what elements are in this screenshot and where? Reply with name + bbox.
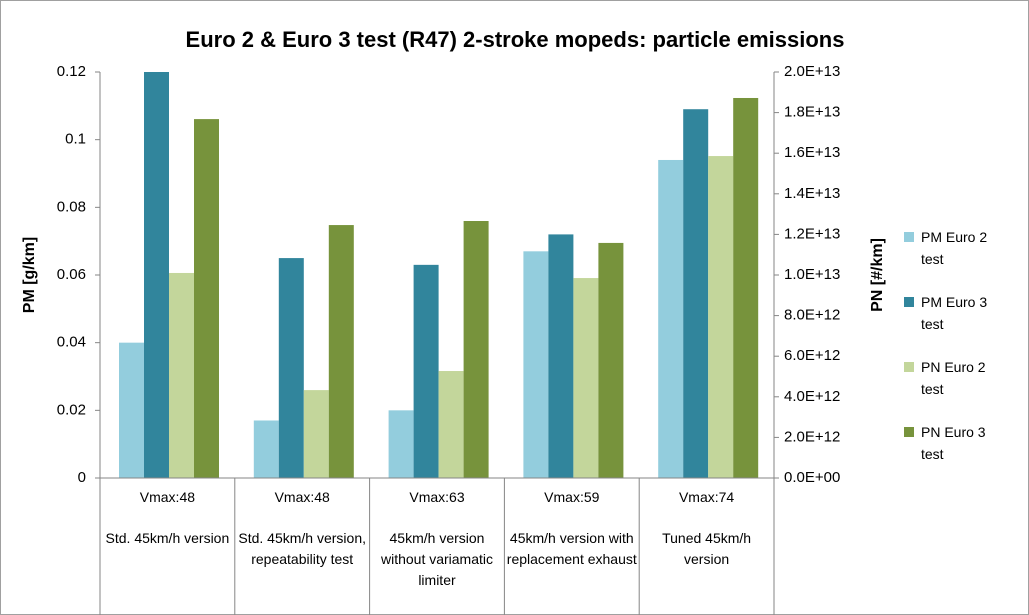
bar — [278, 258, 304, 478]
y-tick-label: 0.02 — [57, 401, 86, 418]
y2-tick-label: 1.2E+13 — [784, 225, 840, 242]
x-tick-label: Vmax:48 — [274, 489, 330, 505]
legend-label: PM Euro 3 test — [921, 294, 988, 332]
legend-label: PN Euro 2 test — [921, 359, 986, 397]
x-subcategory-label: Std. 45km/h version, repeatability test — [238, 530, 366, 567]
chart-title: Euro 2 & Euro 3 test (R47) 2-stroke mope… — [186, 27, 845, 52]
bar — [733, 97, 759, 478]
bar — [119, 342, 144, 478]
legend-swatch — [904, 362, 914, 372]
bar — [598, 242, 624, 478]
bar — [463, 221, 489, 478]
bar — [253, 420, 279, 478]
x-subcategory-label: 45km/h version with replacement exhaust — [506, 530, 637, 567]
legend-swatch — [904, 232, 914, 242]
bar — [708, 156, 734, 479]
bar — [144, 72, 169, 478]
legend-label: PN Euro 3 test — [921, 424, 986, 462]
legend-swatch — [904, 427, 914, 437]
y2-tick-label: 1.4E+13 — [784, 185, 840, 202]
x-tick-label: Vmax:48 — [139, 489, 196, 505]
bar — [328, 225, 354, 478]
x-tick-label: Vmax:63 — [409, 489, 465, 505]
y-tick-label: 0.1 — [65, 131, 86, 148]
y2-tick-label: 4.0E+12 — [784, 388, 840, 405]
y-tick-label: 0 — [78, 469, 86, 486]
y2-tick-label: 2.0E+12 — [784, 428, 840, 445]
x-tick-label: Vmax:74 — [678, 489, 735, 505]
legend-label: PM Euro 2 test — [921, 229, 988, 267]
y2-tick-label: 1.8E+13 — [784, 104, 840, 121]
bar — [169, 272, 194, 478]
bar — [303, 390, 329, 478]
bar — [438, 371, 464, 478]
y2-tick-label: 1.0E+13 — [784, 266, 840, 283]
y2-axis-title: PN [#/km] — [869, 238, 886, 312]
x-subcategory-label: 45km/h version without variamatic limite… — [380, 530, 494, 588]
y2-tick-label: 2.0E+13 — [784, 63, 840, 80]
y-tick-label: 0.12 — [57, 63, 86, 80]
y2-tick-label: 0.0E+00 — [784, 469, 840, 486]
x-subcategory-label: Std. 45km/h version — [105, 530, 230, 546]
y2-tick-label: 1.6E+13 — [784, 144, 840, 161]
y-axis-title: PM [g/km] — [21, 237, 38, 313]
legend-swatch — [904, 297, 914, 307]
bar — [388, 410, 414, 478]
bar — [683, 109, 709, 478]
y-tick-label: 0.04 — [57, 334, 86, 351]
bar — [573, 278, 599, 478]
y2-tick-label: 6.0E+12 — [784, 347, 840, 364]
y-tick-label: 0.08 — [57, 198, 86, 215]
x-tick-label: Vmax:59 — [544, 489, 600, 505]
bar — [413, 264, 439, 478]
bar — [548, 234, 574, 478]
bar — [194, 119, 219, 478]
bar — [658, 159, 684, 478]
bar — [523, 251, 549, 478]
y-tick-label: 0.06 — [57, 266, 86, 283]
x-subcategory-label: Tuned 45km/h version — [662, 530, 752, 567]
y2-tick-label: 8.0E+12 — [784, 307, 840, 324]
